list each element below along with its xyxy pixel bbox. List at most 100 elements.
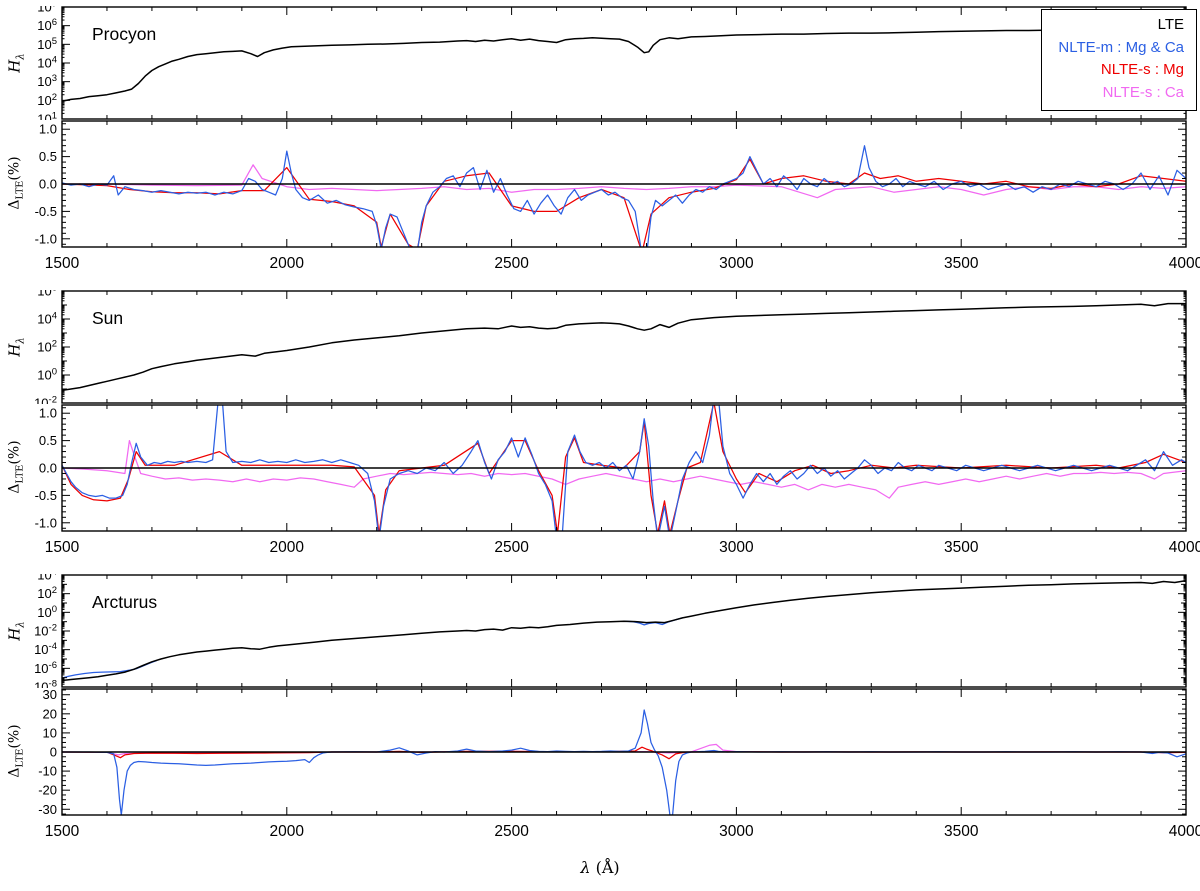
y-tick-label: 102 xyxy=(37,585,57,601)
y-tick-label: 104 xyxy=(37,574,57,583)
y-tick-exponent: 1 xyxy=(52,111,57,121)
y-tick-label: -30 xyxy=(38,802,57,817)
ylabel-sub: λ xyxy=(15,53,27,60)
plot-frame xyxy=(61,574,1187,688)
y-tick-label: 0 xyxy=(50,745,57,760)
x-tick-label: 2500 xyxy=(494,255,529,272)
y-tick-label: 100 xyxy=(37,367,57,383)
tick-label-group: 1500 2000 2500 3000 3500 4000 -30 -20 -10 0 10 20 30 xyxy=(38,688,1200,840)
x-tick-label: 1500 xyxy=(45,539,80,556)
y-tick-label: -0.5 xyxy=(35,204,57,219)
series-group xyxy=(62,405,1186,531)
legend: LTE NLTE-m : Mg & Ca NLTE-s : Mg NLTE-s … xyxy=(1041,9,1197,111)
x-tick-label: 3500 xyxy=(944,255,979,272)
panel-procyon-delta: 1500 2000 2500 3000 3500 4000 -1.0 -0.5 0.0 0.5 1.… xyxy=(0,120,1200,274)
x-tick-label: 4000 xyxy=(1169,823,1200,840)
procyon-delta-plot: 1500 2000 2500 3000 3500 4000 -1.0 -0.5 0.0 0.5 1.… xyxy=(35,120,1200,272)
group-procyon: 101 102 103 104 105 106 107 Hλ Procyon LTE NLT… xyxy=(0,6,1200,274)
y-tick-label: 103 xyxy=(37,73,57,89)
ylabel-sub: LTE xyxy=(14,464,26,484)
series-line-NLTE-s-Mg xyxy=(62,405,1186,531)
y-tick-exponent: 2 xyxy=(52,339,57,350)
y-tick-label: 0.0 xyxy=(39,177,57,192)
x-axis-label: λ (Å) xyxy=(0,858,1200,877)
x-tick-label: 2000 xyxy=(270,255,305,272)
ylabel-main: Δ xyxy=(6,199,23,210)
legend-item-lte: LTE xyxy=(1157,16,1184,33)
y-tick-exponent: -6 xyxy=(49,660,57,671)
y-tick-exponent: -4 xyxy=(49,641,57,652)
series-line-NLTE-m xyxy=(62,405,1186,531)
y-tick-label: 105 xyxy=(37,36,57,52)
legend-item-nlte-m: NLTE-m : Mg & Ca xyxy=(1058,38,1184,56)
y-tick-exponent: 7 xyxy=(52,6,57,10)
y-tick-label: 101 xyxy=(37,111,57,121)
ylabel-suffix: (%) xyxy=(6,156,23,181)
y-tick-exponent: 6 xyxy=(52,290,57,294)
legend-item-nlte-s-ca: NLTE-s : Ca xyxy=(1102,83,1184,101)
panel-arcturus-flux: 10-8 10-6 10-4 10-2 100 102 104 Hλ Arcturus xyxy=(0,574,1200,688)
series-line-NLTE-m xyxy=(62,709,1186,815)
y-tick-exponent: -2 xyxy=(49,623,57,634)
sun-flux-plot: 10-2 100 102 104 106 xyxy=(34,290,1187,404)
y-tick-label: 1.0 xyxy=(39,122,57,137)
panel-sun-delta: 1500 2000 2500 3000 3500 4000 -1.0 -0.5 0.0 0.5 1.… xyxy=(0,404,1200,558)
y-tick-label: 0.5 xyxy=(39,433,57,448)
ylabel-sub: λ xyxy=(15,337,27,344)
y-tick-label: 10-4 xyxy=(34,641,57,657)
tick-marks xyxy=(61,6,1187,120)
series-line-NLTE-s-Ca xyxy=(62,439,1186,499)
tick-marks xyxy=(61,290,1187,404)
x-tick-label: 3500 xyxy=(944,539,979,556)
tick-label-group: 10-2 100 102 104 106 xyxy=(34,290,57,404)
y-tick-label: 20 xyxy=(43,706,57,721)
y-tick-exponent: 2 xyxy=(52,92,57,103)
ylabel-sub: LTE xyxy=(14,180,26,200)
star-name-procyon: Procyon xyxy=(92,24,157,44)
x-tick-label: 2000 xyxy=(270,823,305,840)
ylabel-main: H xyxy=(5,627,24,641)
y-tick-label: 10-2 xyxy=(34,623,57,639)
series-line-LTE xyxy=(62,302,1186,392)
series-group xyxy=(62,302,1186,392)
y-axis-label-delta-arcturus: ΔLTE(%) xyxy=(7,724,26,777)
ylabel-main: H xyxy=(5,343,24,357)
series-line-LTE xyxy=(62,579,1186,682)
panel-procyon-flux: 101 102 103 104 105 106 107 Hλ Procyon LTE NLT… xyxy=(0,6,1200,120)
series-group xyxy=(62,709,1186,815)
tick-label-group: 101 102 103 104 105 106 107 xyxy=(37,6,57,120)
y-tick-label: 0.5 xyxy=(39,149,57,164)
y-tick-exponent: 6 xyxy=(52,17,57,28)
y-tick-exponent: 4 xyxy=(52,574,57,578)
star-name-arcturus: Arcturus xyxy=(92,592,158,612)
y-tick-label: -20 xyxy=(38,783,57,798)
y-tick-label: 0.0 xyxy=(39,461,57,476)
tick-marks xyxy=(61,405,1187,531)
y-tick-exponent: 4 xyxy=(52,311,57,322)
procyon-flux-plot: 101 102 103 104 105 106 107 xyxy=(37,6,1187,120)
x-tick-label: 3000 xyxy=(719,255,754,272)
y-tick-label: 10-6 xyxy=(34,660,57,676)
ylabel-sub: λ xyxy=(15,621,27,628)
tick-marks xyxy=(61,121,1187,247)
series-group xyxy=(62,27,1186,103)
y-tick-label: 107 xyxy=(37,6,57,15)
x-tick-label: 3000 xyxy=(719,539,754,556)
y-axis-label-flux-procyon: Hλ xyxy=(6,53,27,73)
panel-arcturus-delta: 1500 2000 2500 3000 3500 4000 -30 -20 -10 0 10 20 30… xyxy=(0,688,1200,842)
ylabel-suffix: (%) xyxy=(6,440,23,465)
series-line-NLTE-m xyxy=(62,145,1186,247)
legend-item-nlte-s-mg: NLTE-s : Mg xyxy=(1100,61,1184,78)
arcturus-flux-plot: 10-8 10-6 10-4 10-2 100 102 104 xyxy=(34,574,1187,688)
y-axis-label-delta-procyon: ΔLTE(%) xyxy=(7,156,26,209)
y-tick-label: 10-2 xyxy=(34,395,57,405)
x-tick-label: 4000 xyxy=(1169,539,1200,556)
y-tick-label: 102 xyxy=(37,92,57,108)
y-axis-label-flux-arcturus: Hλ xyxy=(6,621,27,641)
tick-label-group: 10-8 10-6 10-4 10-2 100 102 104 xyxy=(34,574,57,688)
series-group xyxy=(62,145,1186,247)
y-tick-label: 104 xyxy=(37,311,57,327)
y-tick-label: -0.5 xyxy=(35,488,57,503)
